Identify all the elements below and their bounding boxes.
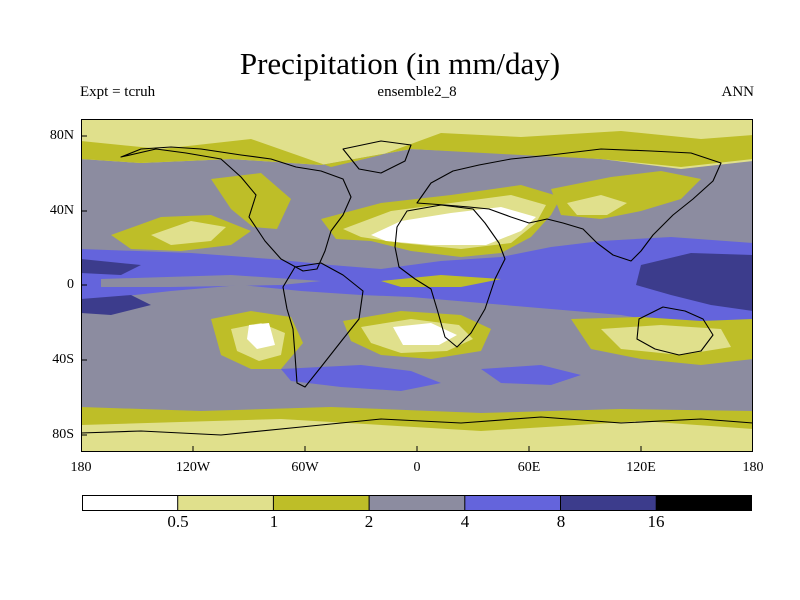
colorbar-box-8-16 bbox=[560, 495, 657, 511]
chart-title: Precipitation (in mm/day) bbox=[239, 46, 561, 81]
southern-ocean-wet-2 bbox=[481, 365, 581, 385]
colorbar-box-2-4 bbox=[369, 495, 465, 511]
lat-label-80s: 80S bbox=[52, 427, 74, 442]
lon-label-60w: 60W bbox=[291, 460, 319, 475]
colorbar-label-8: 8 bbox=[556, 512, 566, 531]
colorbar-box-0.5-1 bbox=[177, 495, 274, 511]
lat-label-40n: 40N bbox=[49, 203, 74, 218]
coastline-australia bbox=[636, 306, 714, 356]
colorbar-label-16: 16 bbox=[647, 512, 665, 531]
antarctic-dry bbox=[81, 419, 753, 452]
arctic-core bbox=[321, 123, 411, 153]
lon-label-120w: 120W bbox=[175, 460, 211, 475]
coastline-north-america bbox=[120, 146, 352, 272]
southern-ocean-wet bbox=[281, 365, 441, 391]
colorbar-dividers bbox=[177, 495, 657, 511]
colorbar-box-1-2 bbox=[273, 495, 370, 511]
axis-ticks bbox=[81, 135, 642, 452]
coastlines bbox=[81, 140, 753, 436]
amazon-very-wet bbox=[81, 295, 151, 315]
experiment-label: Expt = tcruh bbox=[80, 84, 156, 100]
coastline-antarctica bbox=[81, 416, 753, 436]
atlantic-low-strip bbox=[381, 275, 501, 287]
season-label: ANN bbox=[721, 84, 755, 100]
lon-label-60e: 60E bbox=[517, 460, 541, 475]
lon-label-180-east: 180 bbox=[742, 460, 764, 475]
colorbar-label-2: 2 bbox=[364, 512, 374, 531]
lon-label-180-west: 180 bbox=[70, 460, 92, 475]
lat-label-40s: 40S bbox=[52, 352, 74, 367]
coastline-south-america bbox=[282, 262, 364, 388]
coastline-eurasia bbox=[416, 148, 722, 262]
north-pacific-dry bbox=[151, 221, 226, 245]
sahara-very-dry bbox=[371, 207, 536, 245]
american-southwest-low bbox=[211, 173, 291, 229]
coastline-greenland bbox=[342, 140, 412, 174]
colorbar-box-4-8 bbox=[464, 495, 561, 511]
tibet-dry bbox=[567, 195, 627, 215]
arctic-low-band bbox=[81, 131, 753, 167]
indo-pacific-very-wet bbox=[636, 253, 753, 311]
south-pacific-very-dry bbox=[247, 323, 275, 349]
colorbar-label-0.5: 0.5 bbox=[167, 512, 189, 531]
colorbar bbox=[82, 495, 752, 511]
lon-label-120e: 120E bbox=[626, 460, 656, 475]
lat-label-80n: 80N bbox=[49, 128, 74, 143]
coastline-africa bbox=[394, 204, 506, 348]
pacific-very-wet bbox=[81, 259, 141, 275]
lon-label-0: 0 bbox=[413, 460, 421, 475]
ensemble-label: ensemble2_8 bbox=[377, 84, 457, 100]
australia-dry bbox=[601, 325, 731, 355]
colorbar-box-lt-0.5 bbox=[82, 495, 178, 511]
colorbar-frame bbox=[82, 495, 752, 511]
lat-label-0: 0 bbox=[67, 277, 74, 292]
equatorial-dry-tongue bbox=[101, 275, 321, 287]
colorbar-label-4: 4 bbox=[460, 512, 470, 531]
precipitation-map bbox=[81, 119, 753, 452]
colorbar-label-1: 1 bbox=[269, 512, 279, 531]
south-atlantic-very-dry bbox=[393, 323, 457, 345]
colorbar-box-gt-16 bbox=[656, 495, 752, 511]
